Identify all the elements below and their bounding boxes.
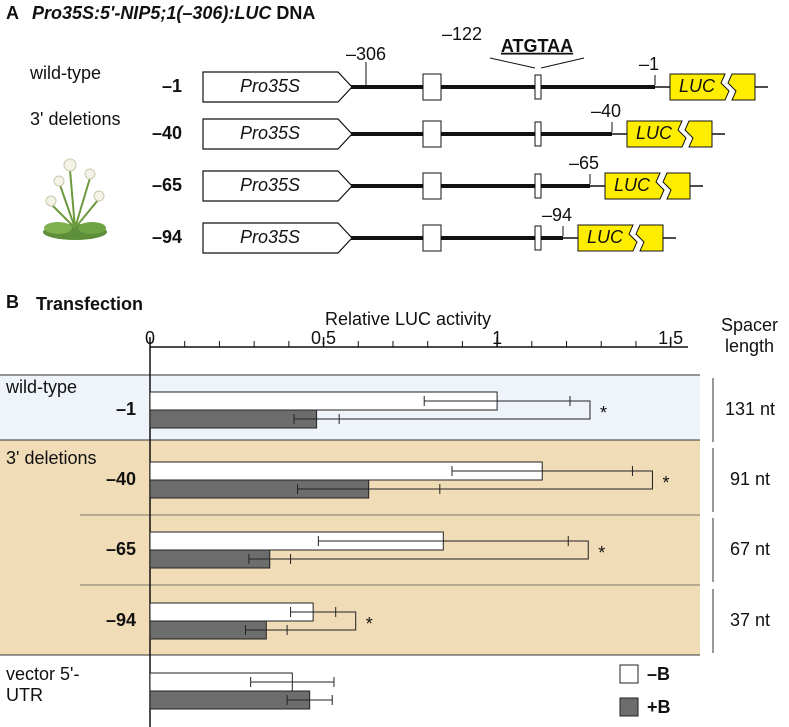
sequence-box [422,73,442,101]
x-tick-label: 0.5 [311,328,336,348]
chart-title: Transfection [36,294,143,314]
construct-label: –40 [152,123,182,143]
plant-illustration [43,158,107,240]
luc-box-end [635,224,664,252]
significance-label: * [598,543,605,563]
legend-swatch [619,697,639,717]
element-position: –122 [442,24,482,44]
category-label: –40 [106,469,136,489]
legend-label: +B [647,697,671,717]
element-box [534,121,542,147]
panel-letter: A [6,3,19,23]
legend-label: –B [647,664,670,684]
reporter-label: LUC [587,227,624,247]
group-label: 3' deletions [30,109,121,129]
x-tick-label: 1 [492,328,502,348]
panel-title-construct: Pro35S:5'-NIP5;1(–306):LUC [32,3,272,23]
promoter-arrow [202,170,353,202]
construct-label: –1 [162,76,182,96]
promoter-label: Pro35S [240,76,300,96]
bar [149,602,314,622]
group-label: wild-type [5,377,77,397]
luc-box-end [662,172,691,200]
reporter-label: LUC [614,175,651,195]
spacer-length: 37 nt [730,610,770,630]
category-label: –94 [106,610,136,630]
x-tick-label: 0 [145,328,155,348]
sequence-box [422,172,442,200]
construct-label: –65 [152,175,182,195]
luc-box [626,120,687,148]
element-sequence: ATGTAA [501,36,573,56]
error-bar [286,695,333,705]
x-tick-label: 1.5 [658,328,683,348]
element-box [534,74,542,100]
promoter-label: Pro35S [240,175,300,195]
luc-box-end [727,73,756,101]
category-label: –65 [106,539,136,559]
promoter-arrow [202,222,353,254]
sequence-box [422,120,442,148]
panel-title: Pro35S:5'-NIP5;1(–306):LUC DNA [32,3,315,23]
category-label: vector 5'-UTR [6,664,80,705]
start-label: –306 [346,44,386,64]
spacer-length: 91 nt [730,469,770,489]
spacer-header: Spacer length [720,315,779,356]
promoter-label: Pro35S [240,227,300,247]
end-label: –65 [569,153,599,173]
spacer-length: 67 nt [730,539,770,559]
element-bracket [489,57,585,69]
sequence-box [422,224,442,252]
x-axis-label: Relative LUC activity [325,309,491,329]
bar [149,409,318,429]
luc-box [604,172,665,200]
significance-bracket [250,540,589,560]
panel-letter: B [6,292,19,312]
luc-box [577,224,638,252]
element-box [534,173,542,199]
panel-title-suffix: DNA [276,3,315,23]
end-label: –94 [542,205,572,225]
luc-box [669,73,730,101]
error-bar [423,396,571,406]
reporter-label: LUC [679,76,716,96]
promoter-arrow [202,71,353,103]
spacer-length: 131 nt [725,399,775,419]
category-label: –1 [116,399,136,419]
bar [149,690,311,710]
error-bar [250,677,335,687]
significance-label: * [600,403,607,423]
luc-box-end [684,120,713,148]
promoter-arrow [202,118,353,150]
significance-bracket [299,400,591,420]
end-label: –40 [591,101,621,121]
element-box [534,225,542,251]
significance-bracket [247,611,357,631]
significance-label: * [662,473,669,493]
reporter-label: LUC [636,123,673,143]
significance-bracket [399,470,653,490]
promoter-label: Pro35S [240,123,300,143]
group-label: wild-type [29,63,101,83]
end-label: –1 [639,54,659,74]
legend-swatch [619,664,639,684]
construct-label: –94 [152,227,182,247]
significance-label: * [366,614,373,634]
group-label: 3' deletions [6,448,97,468]
